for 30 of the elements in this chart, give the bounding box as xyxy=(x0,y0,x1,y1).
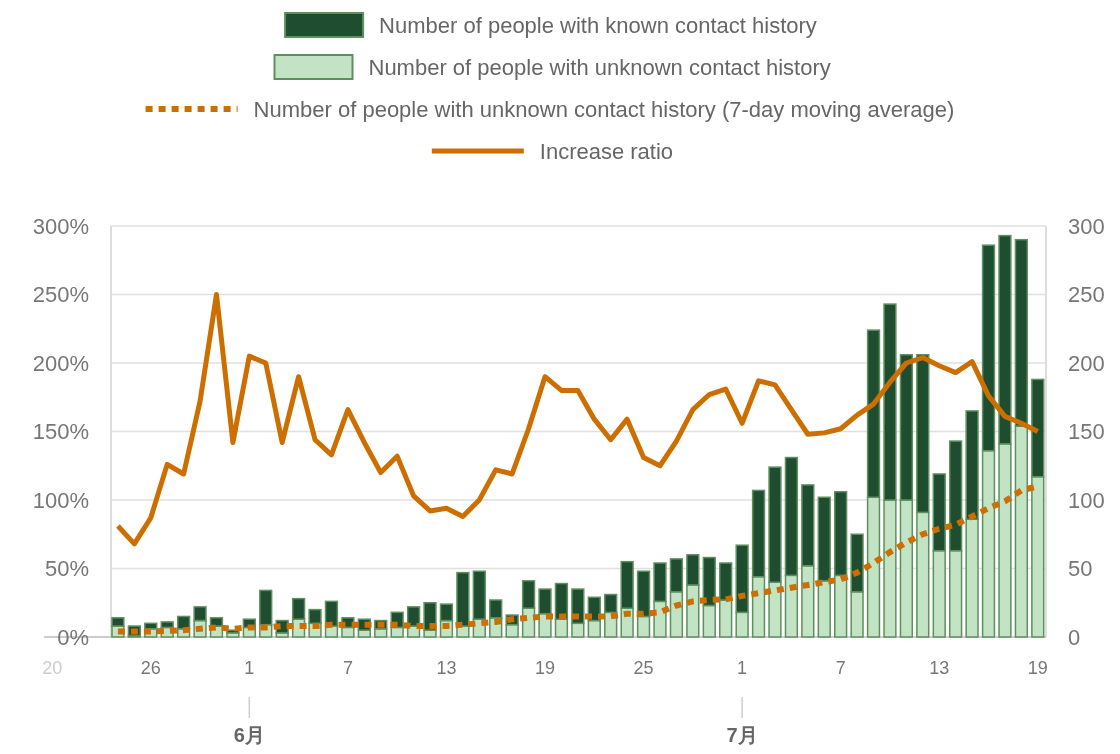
x-tick-label: 19 xyxy=(534,658,556,678)
y2-tick-label: 250 xyxy=(1068,282,1105,308)
y-tick-label: 100% xyxy=(32,487,89,513)
legend-label: Number of people with unknown contact history xyxy=(368,54,831,80)
y2-tick-label: 50 xyxy=(1068,556,1093,582)
legend-label: Increase ratio xyxy=(539,138,674,164)
x-tick-label: 7 xyxy=(835,658,846,678)
y-tick-label: 200% xyxy=(32,350,89,376)
y-tick-label: 250% xyxy=(32,282,89,308)
y2-tick-label: 100 xyxy=(1068,487,1105,513)
x-tick-label: 1 xyxy=(737,658,748,678)
y2-tick-label: 200 xyxy=(1068,350,1105,376)
x-tick-label: 7 xyxy=(342,658,353,678)
annotation: 7月 xyxy=(726,724,758,746)
legend-label: Number of people with known contact history xyxy=(379,12,817,38)
x-tick-label: 13 xyxy=(436,658,457,678)
x-tick-label: 13 xyxy=(929,658,950,678)
y-tick-label: 150% xyxy=(32,419,89,445)
x-tick-label: 25 xyxy=(633,658,654,678)
x-tick-label: 26 xyxy=(140,658,161,678)
y2-tick-label: 0 xyxy=(1068,624,1081,650)
y-tick-label: 0% xyxy=(57,624,89,650)
legend-label: Number of people with unknown contact history (7-day moving average) xyxy=(253,96,955,122)
y-tick-label: 50% xyxy=(44,556,89,582)
annotation: 6月 xyxy=(233,724,265,746)
y2-tick-label: 300 xyxy=(1068,213,1105,239)
y-tick-label: 300% xyxy=(32,213,89,239)
y2-tick-label: 150 xyxy=(1068,419,1105,445)
x-tick-label: 19 xyxy=(1027,658,1048,678)
x-tick-label: 1 xyxy=(244,658,255,678)
